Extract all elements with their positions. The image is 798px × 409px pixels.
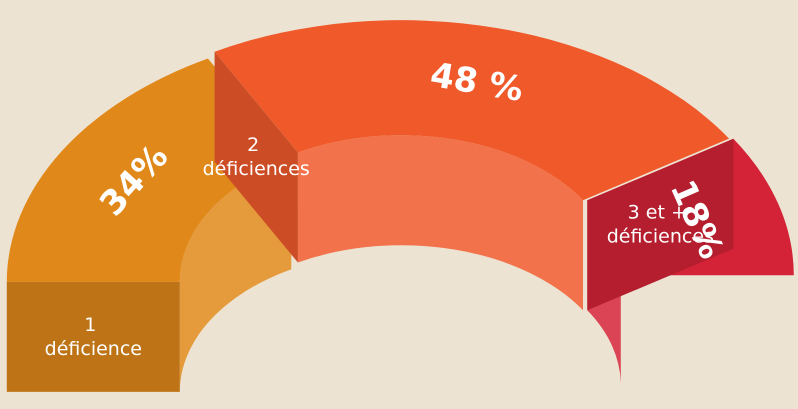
segment: 48 %2 déficiences [203, 20, 730, 311]
category-label: 3 et + déficiences [607, 201, 714, 247]
inner-wall [297, 135, 583, 311]
category-label: 1 déficience [45, 313, 142, 359]
segment-cap [6, 281, 180, 392]
segment: 18%3 et + déficiences [587, 138, 794, 386]
category-line: 3 et + [628, 201, 693, 223]
category-line: 2 [247, 134, 265, 156]
category-label: 2 déficiences [203, 134, 310, 180]
category-line: 1 [84, 313, 102, 335]
category-line: déficiences [607, 225, 714, 247]
segment-top [214, 20, 730, 201]
segment-cap [214, 51, 298, 263]
category-line: déficiences [203, 158, 310, 180]
segment-cap [587, 138, 734, 311]
category-line: déficience [45, 337, 142, 359]
